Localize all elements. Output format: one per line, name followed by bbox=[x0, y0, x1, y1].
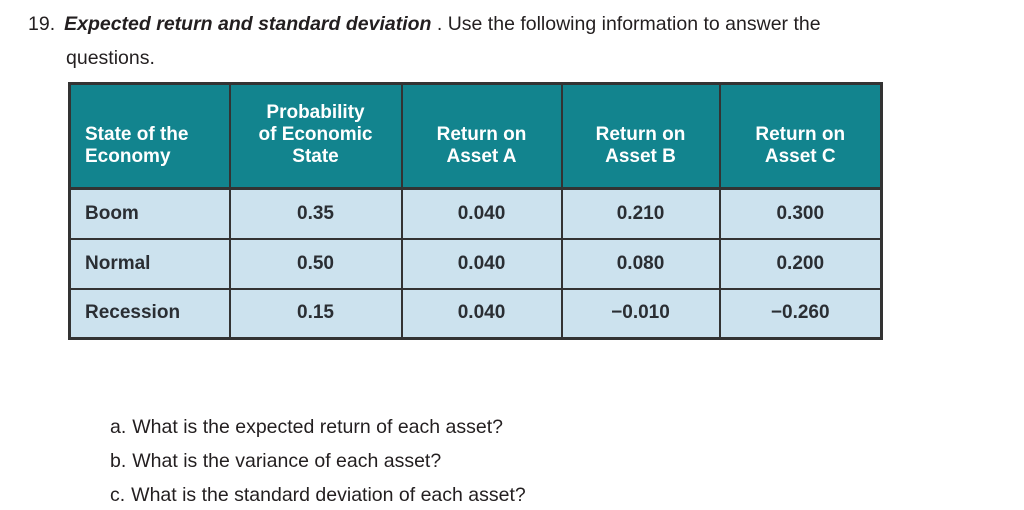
cell-probability: 0.35 bbox=[228, 187, 403, 240]
table-row-boom: Boom 0.35 0.040 0.210 0.300 bbox=[68, 187, 883, 240]
table-row-normal: Normal 0.50 0.040 0.080 0.200 bbox=[68, 237, 883, 290]
cell-return-c: 0.200 bbox=[718, 237, 883, 290]
problem-topic: Expected return and standard deviation bbox=[64, 13, 432, 35]
question-text: What is the variance of each asset? bbox=[132, 450, 442, 472]
cell-probability: 0.15 bbox=[228, 287, 403, 340]
cell-return-b: 0.210 bbox=[560, 187, 721, 240]
question-label: a. bbox=[110, 416, 127, 438]
col-header-return-asset-a: Return on Asset A bbox=[400, 82, 563, 190]
cell-return-c: −0.260 bbox=[718, 287, 883, 340]
col-header-state-of-economy: State of the Economy bbox=[68, 82, 231, 190]
table-row-recession: Recession 0.15 0.040 −0.010 −0.260 bbox=[68, 287, 883, 340]
cell-probability: 0.50 bbox=[228, 237, 403, 290]
col-header-probability: Probability of Economic State bbox=[228, 82, 403, 190]
cell-state: Normal bbox=[68, 237, 231, 290]
col-header-return-asset-b: Return on Asset B bbox=[560, 82, 721, 190]
question-item-c: c. What is the standard deviation of each… bbox=[110, 478, 1024, 510]
question-item-a: a. What is the expected return of each as… bbox=[110, 410, 1024, 444]
question-text: What is the expected return of each asse… bbox=[132, 416, 503, 438]
problem-title: 19. Expected return and standard deviatio… bbox=[0, 0, 1024, 75]
cell-return-b: 0.080 bbox=[560, 237, 721, 290]
cell-return-a: 0.040 bbox=[400, 237, 563, 290]
cell-return-c: 0.300 bbox=[718, 187, 883, 240]
col-header-return-asset-c: Return on Asset C bbox=[718, 82, 883, 190]
question-text: What is the standard deviation of each a… bbox=[131, 484, 526, 506]
questions-list: a. What is the expected return of each as… bbox=[110, 410, 1024, 510]
cell-return-b: −0.010 bbox=[560, 287, 721, 340]
cell-return-a: 0.040 bbox=[400, 187, 563, 240]
problem-title-line2: questions. bbox=[66, 47, 155, 69]
question-item-b: b. What is the variance of each asset? bbox=[110, 444, 1024, 478]
cell-state: Recession bbox=[68, 287, 231, 340]
question-label: c. bbox=[110, 484, 126, 506]
question-label: b. bbox=[110, 450, 127, 472]
cell-state: Boom bbox=[68, 187, 231, 240]
problem-title-line1: 19. Expected return and standard deviatio… bbox=[0, 7, 1024, 41]
problem-number: 19. bbox=[28, 13, 56, 35]
problem-intro: . Use the following information to answe… bbox=[431, 13, 821, 35]
cell-return-a: 0.040 bbox=[400, 287, 563, 340]
economy-returns-table: State of the Economy Probability of Econ… bbox=[68, 82, 883, 340]
table-header-row: State of the Economy Probability of Econ… bbox=[68, 82, 883, 190]
